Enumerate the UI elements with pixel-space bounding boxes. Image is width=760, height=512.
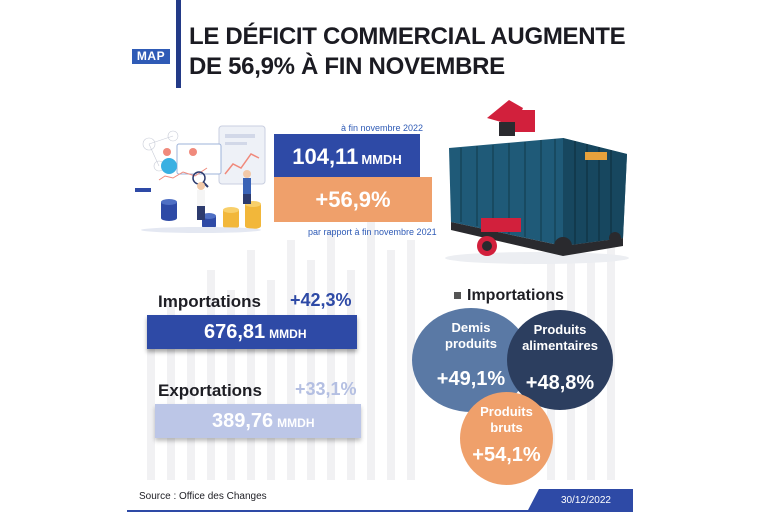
bubble-label-line-2: bruts (490, 420, 523, 435)
deficit-unit: MMDH (361, 152, 402, 167)
deficit-value-box: 104,11 MMDH (274, 134, 420, 180)
exports-growth: +33,1% (295, 379, 357, 399)
imports-label: Importations (158, 292, 261, 311)
bubble-label: Demis produits (412, 320, 530, 352)
footer: Source : Office des Changes 30/12/2022 (127, 489, 633, 512)
source-text: Source : Office des Changes (139, 491, 267, 502)
bubble-label: Produits alimentaires (507, 322, 613, 354)
bubble-growth: +54,1% (472, 444, 541, 466)
imports-breakdown-title: Importations (467, 287, 564, 304)
bubble-label-line-2: alimentaires (522, 338, 598, 353)
bubble-produits-bruts: Produits bruts +54,1% (460, 392, 553, 485)
bubble-label-line-1: Demis (451, 320, 491, 335)
exports-value: 389,76 (212, 410, 274, 432)
bubble-label: Produits bruts (460, 404, 553, 436)
period-label: à fin novembre 2022 (341, 123, 424, 133)
title-accent-bar (176, 0, 181, 88)
bubble-growth: +48,8% (525, 372, 595, 394)
date-tab: 30/12/2022 (527, 489, 633, 512)
map-logo: MAP (132, 49, 170, 64)
publication-date: 30/12/2022 (560, 495, 611, 506)
imports-value: 676,81 (204, 321, 266, 343)
comparison-label: par rapport à fin novembre 2021 (308, 227, 437, 237)
exports-value-bar: 389,76 MMDH (155, 404, 361, 438)
imports-value-bar: 676,81 MMDH (147, 315, 357, 349)
square-bullet-icon (454, 292, 461, 300)
deficit-value: 104,11 (292, 144, 359, 169)
imports-growth: +42,3% (290, 290, 352, 310)
imports-breakdown-heading: Importations (454, 287, 564, 305)
data-analytics-illustration (135, 125, 266, 233)
headline-line-1: LE DÉFICIT COMMERCIAL AUGMENTE (189, 23, 626, 50)
deficit-growth: +56,9% (315, 187, 391, 212)
exports-label: Exportations (158, 381, 262, 400)
bubble-label-line-1: Produits (480, 404, 533, 419)
deficit-growth-box: +56,9% (274, 177, 432, 222)
footer-rule (127, 510, 633, 512)
bubble-label-line-2: produits (445, 336, 497, 351)
bubble-label-line-1: Produits (533, 322, 587, 337)
exports-unit: MMDH (277, 416, 315, 430)
shipping-container-icon (445, 100, 629, 264)
bubble-growth: +49,1% (436, 368, 506, 390)
bubble-produits-alimentaires: Produits alimentaires +48,8% (507, 310, 613, 410)
infographic: MAP LE DÉFICIT COMMERCIAL AUGMENTE DE 56… (127, 0, 633, 512)
headline: LE DÉFICIT COMMERCIAL AUGMENTE DE 56,9% … (189, 22, 629, 82)
imports-unit: MMDH (269, 327, 307, 341)
headline-line-2: DE 56,9% À FIN NOVEMBRE (189, 53, 505, 80)
